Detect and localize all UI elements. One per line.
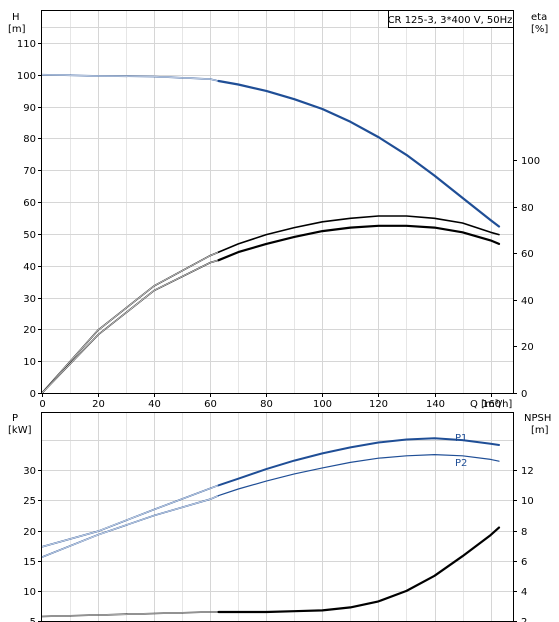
top-right-tick-label: 0	[521, 389, 527, 400]
bottom-left-axis-unit: P	[12, 413, 18, 424]
bottom-left-tick-label: 25	[23, 496, 36, 507]
bottom-left-tick-label: 10	[23, 587, 36, 598]
bottom-left-axis-unit2: [kW]	[8, 425, 32, 436]
top-plot-ticks: 0 10 20 30 40 50 60 70 80 90 100 110 0 20 40 60 80 100 0 20…	[17, 39, 540, 410]
top-plot-grid	[42, 11, 513, 393]
bottom-left-tick-label: 20	[23, 527, 36, 538]
bottom-right-axis-unit2: [m]	[531, 425, 549, 436]
bottom-right-tick-label: 6	[521, 557, 527, 568]
x-tick-label: 120	[369, 399, 388, 410]
bottom-series-p2-extrapolated-core	[41, 495, 219, 558]
top-plot-series	[41, 73, 501, 394]
bottom-right-tick-label: 12	[521, 466, 534, 477]
top-left-tick-label: 110	[17, 39, 36, 50]
x-tick-label: 80	[260, 399, 273, 410]
bottom-series-p1-extrapolated-core	[41, 485, 219, 548]
x-tick-label: 20	[92, 399, 105, 410]
bottom-series-2-extrapolated-core	[41, 611, 219, 617]
chart-title-box	[388, 10, 514, 28]
top-left-tick-label: 50	[23, 230, 36, 241]
x-axis-label: Q [m³/h]	[470, 399, 512, 410]
bottom-plot-ticks: 5 10 15 20 25 30 2 4 6 8 10 12	[23, 466, 534, 622]
top-right-tick-label: 20	[521, 342, 534, 353]
bottom-series-p2-line	[218, 454, 500, 497]
top-left-tick-label: 10	[23, 357, 36, 368]
bottom-plot-grid	[42, 413, 513, 621]
top-right-axis-unit2: [%]	[531, 24, 548, 35]
bottom-series-2-line	[217, 526, 501, 614]
top-series-1-line	[217, 215, 500, 253]
top-left-tick-label: 90	[23, 103, 36, 114]
top-left-tick-label: 30	[23, 294, 36, 305]
top-right-tick-label: 40	[521, 296, 534, 307]
top-left-axis-unit: H	[12, 12, 20, 23]
top-left-tick-label: 20	[23, 325, 36, 336]
top-right-tick-label: 100	[521, 156, 540, 167]
bottom-right-tick-label: 8	[521, 527, 527, 538]
top-left-tick-label: 60	[23, 198, 36, 209]
top-left-axis-unit2: [m]	[8, 24, 26, 35]
top-series-2-extrapolated-core	[41, 259, 219, 394]
top-series-0-extrapolated-core	[41, 74, 219, 82]
bottom-right-tick-label: 10	[521, 496, 534, 507]
bottom-right-tick-label: 4	[521, 587, 527, 598]
bottom-plot-series	[41, 437, 501, 618]
x-tick-label: 0	[39, 399, 45, 410]
series-label-p1: P1	[455, 433, 467, 444]
x-tick-label: 140	[426, 399, 445, 410]
top-series-1-extrapolated-core	[41, 251, 219, 394]
bottom-left-tick-label: 30	[23, 466, 36, 477]
bottom-right-tick-label: 2	[521, 617, 527, 622]
top-left-tick-label: 70	[23, 166, 36, 177]
top-left-tick-label: 100	[17, 71, 36, 82]
top-right-axis-unit: eta	[531, 12, 547, 23]
top-series-0-line	[217, 79, 501, 228]
bottom-left-tick-label: 5	[30, 617, 36, 622]
x-tick-label: 160	[482, 399, 501, 410]
top-right-tick-label: 80	[521, 203, 534, 214]
top-right-tick-label: 60	[521, 249, 534, 260]
top-series-2-line	[217, 224, 501, 262]
top-left-tick-label: 0	[30, 389, 36, 400]
bottom-series-p1-line	[217, 437, 500, 487]
bottom-left-tick-label: 15	[23, 557, 36, 568]
x-tick-label: 40	[148, 399, 161, 410]
top-left-tick-label: 40	[23, 262, 36, 273]
x-tick-label: 100	[313, 399, 332, 410]
chart-title: CR 125-3, 3*400 V, 50Hz	[388, 15, 513, 26]
bottom-right-axis-unit: NPSH	[524, 413, 551, 424]
series-label-p2: P2	[455, 458, 467, 469]
x-tick-label: 60	[204, 399, 217, 410]
top-left-tick-label: 80	[23, 134, 36, 145]
